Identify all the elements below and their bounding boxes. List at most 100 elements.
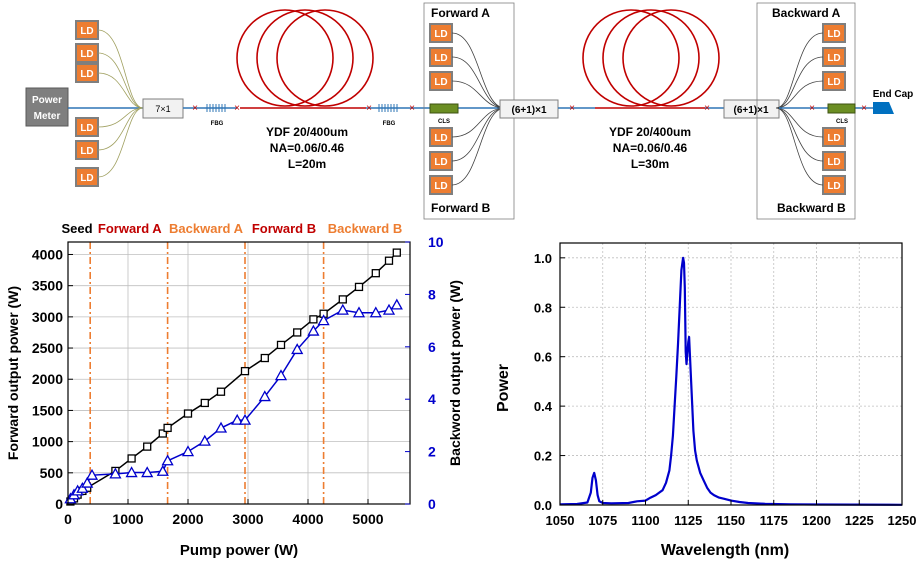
- laser-diode-backward-5: LD: [822, 151, 846, 171]
- tick-label-x: 1175: [760, 513, 788, 528]
- tick-label-y2: 0: [428, 496, 436, 512]
- data-point: [200, 398, 209, 408]
- ld-label: LD: [827, 53, 840, 64]
- pump-fiber: [775, 32, 824, 109]
- tick-label-x: 1050: [546, 513, 575, 528]
- pump-fiber: [97, 107, 144, 178]
- laser-diode-seed-3: LD: [75, 63, 99, 83]
- chart2-series: [559, 256, 903, 506]
- tick-label-x: 1225: [845, 513, 874, 528]
- data-point: [238, 413, 252, 425]
- tick-label-y2: 6: [428, 339, 436, 355]
- data-point: [216, 387, 226, 396]
- laser-diode-seed-6: LD: [75, 167, 99, 187]
- pump-fiber: [451, 32, 506, 109]
- chart-spectrum: 1050 1075 1100 1125 1150 1175 1200 1225 1250 0.0 0…: [495, 242, 917, 559]
- laser-diode-backward-2: LD: [822, 47, 846, 67]
- fbg-label-1: FBG: [211, 121, 224, 127]
- splice-mark: ×: [809, 103, 815, 114]
- chart1-frame: [67, 241, 411, 505]
- ld-label: LD: [80, 69, 93, 80]
- data-point: [293, 328, 302, 337]
- data-point: [371, 269, 380, 278]
- data-point: [161, 454, 174, 466]
- data-point: [141, 466, 154, 478]
- data-point: [369, 306, 382, 318]
- data-point: [390, 298, 403, 310]
- laser-diode-forward-2: LD: [429, 47, 453, 67]
- ld-label: LD: [434, 133, 447, 144]
- fbg-label-2: FBG: [383, 121, 396, 127]
- stage-label: Backward A: [169, 221, 244, 236]
- tick-label-y: 0.4: [534, 399, 553, 414]
- chart-power-vs-pump: Seed Forward A Backward A Forward B Backward…: [5, 221, 463, 559]
- data-point: [143, 442, 152, 451]
- fiber1-line3: L=20m: [288, 157, 326, 171]
- data-point: [158, 429, 167, 438]
- chart2-axes: 1050 1075 1100 1125 1150 1175 1200 1225 1250 0.0 0…: [534, 251, 917, 528]
- tick-label-y2: 4: [428, 391, 436, 407]
- data-point: [276, 340, 286, 350]
- splice-mark: ×: [704, 103, 710, 114]
- data-point: [181, 445, 195, 457]
- pump-fiber: [451, 107, 506, 186]
- data-point: [214, 421, 228, 433]
- tick-label-x: 5000: [352, 511, 383, 527]
- stage-label: Forward A: [98, 221, 162, 236]
- laser-diode-seed-4: LD: [75, 117, 99, 137]
- cls-1: [429, 103, 459, 114]
- data-point: [384, 256, 394, 265]
- combiner-6p1-forward-label: (6+1)×1: [511, 105, 546, 116]
- data-point: [307, 324, 320, 336]
- ld-label: LD: [827, 29, 840, 40]
- tick-label-x: 1200: [802, 513, 831, 528]
- pump-fiber: [451, 56, 506, 109]
- data-point: [309, 315, 318, 324]
- ld-label: LD: [827, 181, 840, 192]
- chart1-series: [64, 248, 403, 506]
- tick-label-x: 0: [64, 511, 72, 527]
- forward-a-label: Forward A: [431, 6, 490, 20]
- data-point: [352, 306, 366, 318]
- ld-label: LD: [80, 26, 93, 37]
- tick-label-y: 3500: [32, 278, 63, 294]
- tick-label-x: 4000: [292, 511, 323, 527]
- ld-label: LD: [434, 157, 447, 168]
- data-point: [125, 466, 138, 478]
- tick-label-y: 0.6: [534, 350, 552, 365]
- tick-label-y: 0.0: [534, 498, 552, 513]
- laser-diode-forward-4: LD: [429, 127, 453, 147]
- data-point: [198, 434, 211, 446]
- laser-diode-backward-4: LD: [822, 127, 846, 147]
- tick-label-x: 1150: [717, 513, 745, 528]
- data-point: [258, 390, 271, 402]
- data-point: [85, 468, 99, 480]
- ld-label: LD: [827, 77, 840, 88]
- fiber1-line1: YDF 20/400um: [266, 125, 348, 139]
- series-line-1: [69, 252, 398, 503]
- data-point: [260, 353, 269, 363]
- tick-label-y2: 10: [428, 234, 444, 250]
- ydf-coil-1: [236, 9, 374, 107]
- end-cap-shape: [873, 102, 894, 114]
- stage-label: Forward B: [252, 221, 316, 236]
- fbg-grating-2: [378, 104, 398, 112]
- data-point: [336, 303, 349, 315]
- data-point: [392, 248, 401, 257]
- tick-label-y: 0.2: [534, 449, 552, 464]
- cls-label-1: CLS: [438, 119, 450, 125]
- tick-label-y: 1000: [32, 434, 63, 450]
- combiner-6p1-forward: [499, 99, 559, 119]
- splice-mark: ×: [409, 103, 415, 114]
- cls-label-2: CLS: [836, 119, 848, 125]
- data-point: [127, 454, 136, 463]
- laser-diode-backward-3: LD: [822, 71, 846, 91]
- tick-label-y: 1.0: [534, 251, 552, 266]
- laser-diode-forward-1: LD: [429, 23, 453, 43]
- tick-label-y: 2000: [32, 371, 63, 387]
- chart1-ylabel: Forward output power (W): [5, 286, 21, 460]
- tick-label-y: 2500: [32, 340, 63, 356]
- chart1-y2label: Backword output power (W): [447, 280, 463, 466]
- ld-group-backward: LD LD LD LD LD LD: [775, 23, 846, 195]
